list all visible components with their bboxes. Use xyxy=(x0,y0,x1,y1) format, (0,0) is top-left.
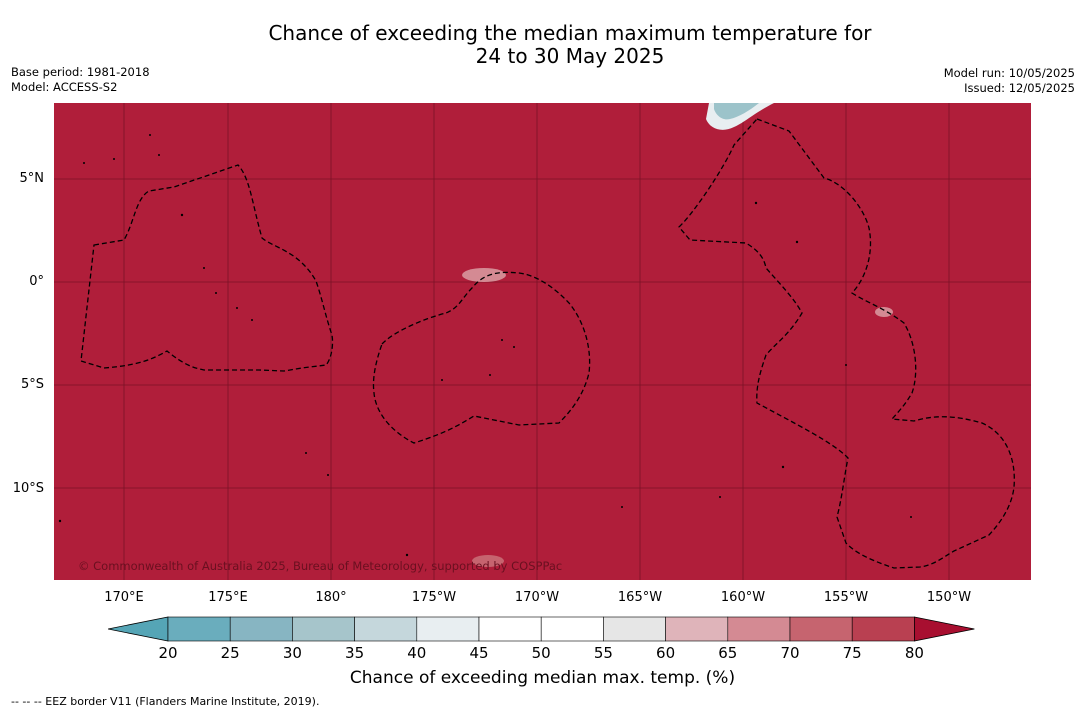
colorbar-cell xyxy=(416,616,480,642)
longitude-label: 170°W xyxy=(514,590,560,605)
colorbar-cell xyxy=(540,616,604,642)
map-title: Chance of exceeding the median maximum t… xyxy=(0,22,1085,68)
model-run-text: Model run: 10/05/2025 xyxy=(943,66,1075,80)
latitude-label: 10°S xyxy=(12,481,44,496)
colorbar-over-triangle xyxy=(914,616,975,642)
colorbar-cell xyxy=(851,616,915,642)
colorbar-cell xyxy=(727,616,791,642)
colorbar-cell xyxy=(603,616,666,642)
title-line-2: 24 to 30 May 2025 xyxy=(475,44,665,68)
colorbar-tick-label: 45 xyxy=(469,644,489,662)
colorbar xyxy=(108,616,975,642)
colorbar-tick-label: 75 xyxy=(842,644,862,662)
colorbar-tick-label: 80 xyxy=(904,644,924,662)
longitude-label: 160°W xyxy=(720,590,766,605)
longitude-label: 170°E xyxy=(104,590,144,605)
anomaly-patches xyxy=(462,103,893,567)
colorbar-tick-label: 55 xyxy=(593,644,613,662)
colorbar-tick-label: 50 xyxy=(531,644,551,662)
colorbar-tick-label: 60 xyxy=(656,644,676,662)
latitude-label: 5°N xyxy=(19,171,45,186)
colorbar-under-triangle xyxy=(108,616,169,642)
longitude-label: 175°E xyxy=(208,590,248,605)
base-period-text: Base period: 1981-2018 xyxy=(11,65,150,79)
colorbar-cell xyxy=(789,616,853,642)
colorbar-cell xyxy=(665,616,729,642)
colorbar-tick-label: 70 xyxy=(780,644,800,662)
eez-legend-note: -- -- -- EEZ border V11 (Flanders Marine… xyxy=(11,695,320,708)
island-dots xyxy=(58,134,912,557)
colorbar-tick-label: 35 xyxy=(345,644,365,662)
longitude-label: 155°W xyxy=(823,590,869,605)
colorbar-cell xyxy=(354,616,418,642)
map-area[interactable] xyxy=(54,103,1031,580)
colorbar-tick-label: 30 xyxy=(282,644,302,662)
colorbar-cell xyxy=(292,616,355,642)
latitude-label: 5°S xyxy=(20,377,44,392)
latitude-label: 0° xyxy=(29,274,44,289)
colorbar-cell xyxy=(478,616,542,642)
colorbar-cell xyxy=(167,616,231,642)
issued-text: Issued: 12/05/2025 xyxy=(964,81,1075,95)
map-svg xyxy=(54,103,1031,580)
colorbar-tick-label: 25 xyxy=(220,644,240,662)
title-line-1: Chance of exceeding the median maximum t… xyxy=(268,21,872,45)
gridlines xyxy=(54,103,1031,580)
copyright-text: © Commonwealth of Australia 2025, Bureau… xyxy=(78,559,563,573)
longitude-label: 165°W xyxy=(617,590,663,605)
model-text: Model: ACCESS-S2 xyxy=(11,80,118,94)
eez-borders xyxy=(80,118,1015,569)
colorbar-label: Chance of exceeding median max. temp. (%… xyxy=(349,668,736,688)
longitude-label: 150°W xyxy=(926,590,972,605)
longitude-label: 180° xyxy=(315,590,347,605)
meta-left: Base period: 1981-2018 Model: ACCESS-S2 xyxy=(11,65,150,95)
colorbar-cell xyxy=(229,616,293,642)
meta-right: Model run: 10/05/2025 Issued: 12/05/2025 xyxy=(944,66,1075,96)
colorbar-tick-label: 65 xyxy=(718,644,738,662)
longitude-label: 175°W xyxy=(411,590,457,605)
colorbar-tick-label: 20 xyxy=(158,644,178,662)
colorbar-tick-label: 40 xyxy=(407,644,427,662)
